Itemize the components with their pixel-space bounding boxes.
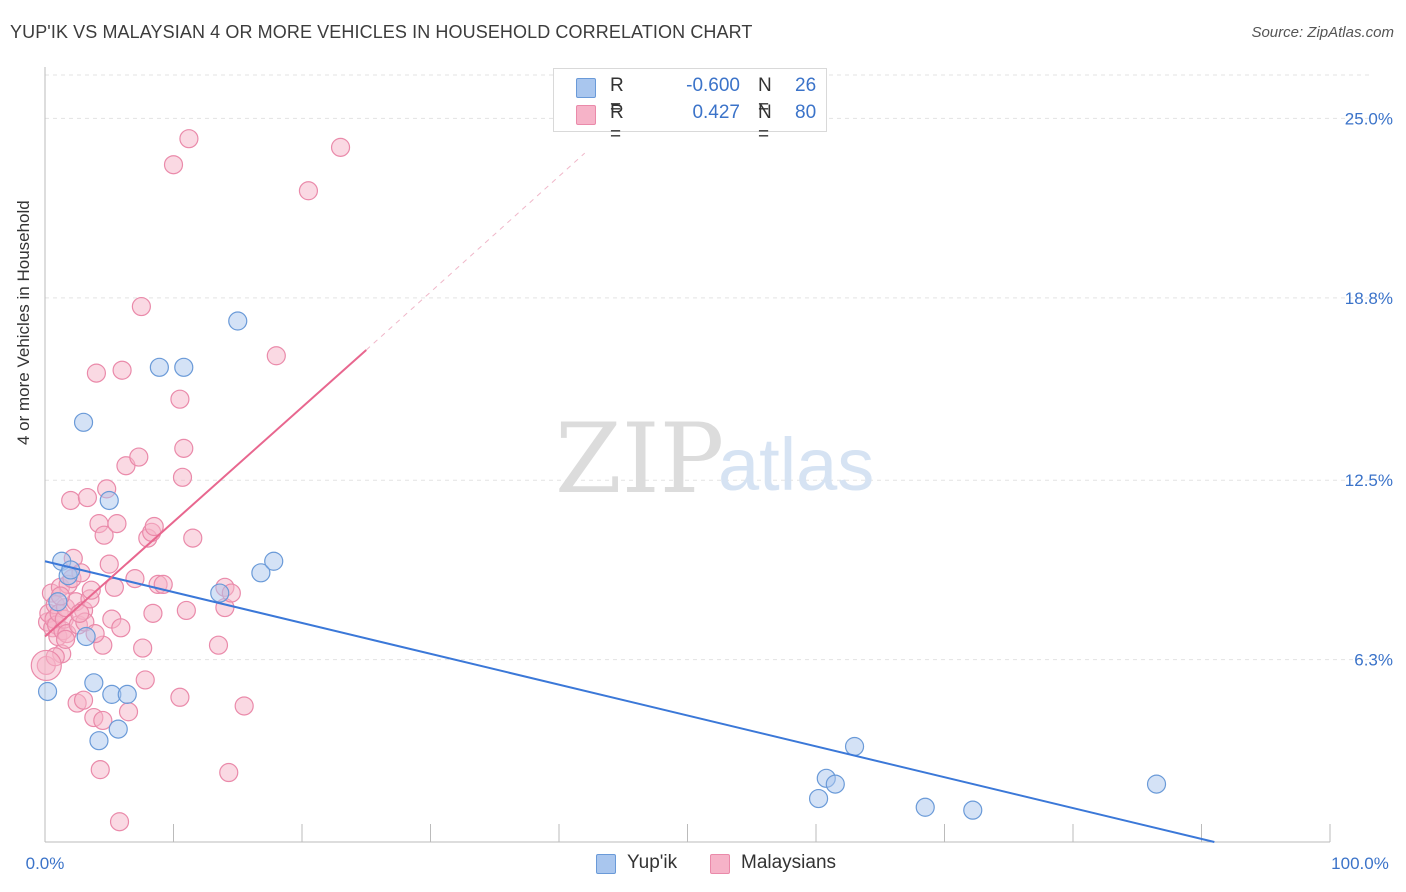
malaysians-point <box>144 516 164 537</box>
r-value: -0.600 <box>686 75 740 96</box>
malaysians-point <box>176 600 196 621</box>
y-tick-label: 12.5% <box>1345 471 1393 490</box>
yupik-point <box>808 788 829 809</box>
yupik-points <box>37 311 1167 820</box>
malaysians-point <box>86 363 107 383</box>
watermark-zip: ZIP <box>555 403 724 515</box>
yupik-point <box>48 592 68 612</box>
malaysians-point <box>73 690 94 710</box>
yupik-point <box>825 774 845 794</box>
malaysians-point <box>133 638 153 658</box>
malaysians-swatch <box>710 854 730 874</box>
malaysians-point <box>170 687 190 707</box>
malaysians-point <box>208 635 229 655</box>
yupik-point <box>264 551 284 571</box>
malaysians-point <box>118 702 139 722</box>
x-tick-label: 100.0% <box>1331 854 1389 873</box>
malaysians-point <box>174 438 194 458</box>
n-value: 80 <box>795 102 817 123</box>
malaysians-point <box>135 670 155 690</box>
malaysians-point <box>219 762 239 783</box>
malaysians-point <box>179 129 199 149</box>
malaysians-point <box>170 389 190 409</box>
yupik-trend-line <box>44 560 1215 843</box>
yupik-point <box>117 684 137 704</box>
malaysians-point <box>107 514 127 534</box>
malaysians-point <box>143 603 163 623</box>
malaysians-point <box>163 155 184 175</box>
malaysians-point <box>81 580 101 600</box>
yupik-point <box>1146 774 1167 794</box>
malaysians-point <box>183 528 203 548</box>
malaysians-trend-extension <box>365 152 586 351</box>
r-label: R = <box>610 102 624 145</box>
malaysians-point <box>90 760 110 780</box>
yupik-point <box>174 357 194 377</box>
yupik-point <box>84 673 104 693</box>
y-tick-label: 18.8% <box>1345 289 1393 308</box>
y-tick-label: 25.0% <box>1345 109 1393 128</box>
malaysians-point <box>93 710 113 731</box>
malaysians-point <box>111 618 131 638</box>
malaysians-point <box>30 649 62 682</box>
malaysians-point <box>172 467 193 487</box>
malaysians-point <box>109 812 130 832</box>
malaysians-point <box>234 696 254 716</box>
malaysians-point <box>55 629 76 649</box>
yupik-point <box>963 800 983 820</box>
yupik-point <box>915 797 935 817</box>
yupik-point <box>228 311 248 331</box>
malaysians-point <box>131 296 151 317</box>
y-axis-label: 4 or more Vehicles in Household <box>14 200 33 445</box>
n-label: N = <box>758 75 772 118</box>
yupik-point <box>73 412 94 432</box>
y-tick-label: 6.3% <box>1354 651 1393 670</box>
yupik-point <box>844 736 865 757</box>
malaysians-trend-line <box>44 349 367 638</box>
trend-lines <box>44 152 1215 843</box>
legend-label: Yup'ik <box>627 852 678 873</box>
malaysians-point <box>129 447 149 467</box>
axes <box>44 67 1331 843</box>
n-label: N = <box>758 102 772 145</box>
chart-title: YUP'IK VS MALAYSIAN 4 OR MORE VEHICLES I… <box>10 22 753 42</box>
source-label: Source: ZipAtlas.com <box>1251 24 1394 41</box>
malaysians-point <box>61 490 81 511</box>
x-tick-label: 0.0% <box>26 854 65 873</box>
grid <box>45 74 1370 661</box>
yupik-point <box>210 583 230 603</box>
malaysians-point <box>266 346 286 366</box>
yupik-point <box>37 681 58 702</box>
malaysians-point <box>298 181 319 201</box>
malaysians-point <box>112 360 132 380</box>
malaysians-swatch <box>576 105 596 125</box>
tick-labels: 6.3% 12.5% 18.8% 25.0% 0.0% 100.0% <box>26 109 1393 873</box>
yupik-swatch <box>576 78 596 98</box>
correlation-legend: R = -0.600 N = 26 R = 0.427 N = 80 <box>553 68 827 145</box>
yupik-point <box>149 357 169 377</box>
r-label: R = <box>610 75 624 118</box>
n-value: 26 <box>795 75 817 96</box>
yupik-point <box>251 563 271 583</box>
yupik-point <box>99 490 119 511</box>
malaysians-point <box>70 603 90 623</box>
malaysians-point <box>99 554 119 574</box>
malaysians-point <box>330 137 351 157</box>
r-value: 0.427 <box>692 102 740 123</box>
legend-label: Malaysians <box>741 852 837 873</box>
yupik-point <box>76 626 96 647</box>
yupik-point <box>89 731 109 751</box>
malaysians-point <box>77 487 98 508</box>
yupik-swatch <box>596 854 616 874</box>
watermark-atlas: atlas <box>718 423 874 506</box>
yupik-point <box>108 719 128 739</box>
malaysians-point <box>94 525 114 545</box>
